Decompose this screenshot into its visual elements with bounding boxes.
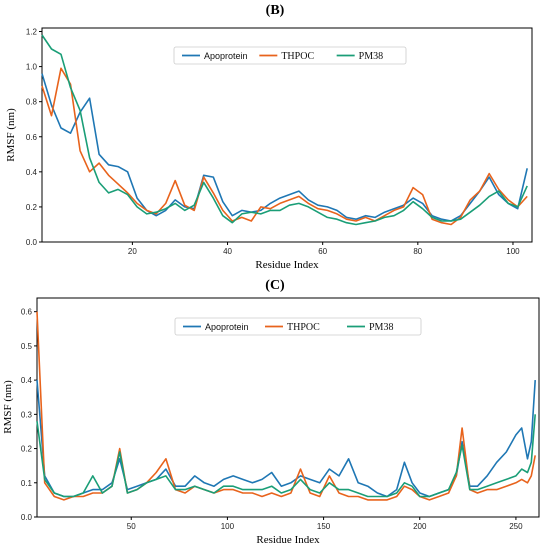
panel-c-legend: Apoprotein THPOC PM38 xyxy=(174,317,422,336)
y-tick-label: 0.2 xyxy=(21,445,33,454)
legend-label: PM38 xyxy=(369,322,393,333)
y-tick-label: 0.0 xyxy=(26,238,38,247)
series-line-pm38 xyxy=(41,34,528,226)
series-line-thpoc xyxy=(36,311,536,501)
panel-b-ticks: 20 40 60 80 100 0.0 0.2 0.4 0.6 0.8 1.0 1.2 xyxy=(26,28,520,256)
legend-box xyxy=(173,46,407,65)
x-tick-label: 60 xyxy=(318,247,327,256)
panel-b-label: (B) xyxy=(266,3,285,18)
x-tick-label: 150 xyxy=(317,522,331,531)
panel-c-label: (C) xyxy=(265,278,285,293)
y-tick-label: 0.8 xyxy=(26,98,38,107)
y-tick-label: 0.2 xyxy=(26,203,38,212)
series-line-apoprotein xyxy=(41,73,528,222)
x-tick-label: 80 xyxy=(413,247,422,256)
y-tick-label: 0.1 xyxy=(21,479,33,488)
panel-c-plot-frame xyxy=(36,297,540,518)
panel-b-legend: Apoprotein THPOC PM38 xyxy=(173,46,407,65)
x-tick-label: 100 xyxy=(506,247,520,256)
y-tick-label: 1.0 xyxy=(26,63,38,72)
y-tick-label: 0.6 xyxy=(21,308,33,317)
legend-label: THPOC xyxy=(287,322,320,333)
legend-label: Apoprotein xyxy=(205,322,249,332)
panel-c: (C) 50 100 150 200 2500.00.10.20.30.40.50.6 … xyxy=(2,278,540,546)
legend-label: THPOC xyxy=(281,51,314,62)
x-tick-label: 200 xyxy=(413,522,427,531)
legend-label: PM38 xyxy=(359,51,383,62)
x-tick-label: 20 xyxy=(128,247,137,256)
y-tick-label: 0.4 xyxy=(21,376,33,385)
panel-b-x-axis-label: Residue Index xyxy=(255,259,319,271)
x-tick-label: 100 xyxy=(221,522,235,531)
panel-b-plot-frame xyxy=(41,27,533,243)
y-tick-label: 1.2 xyxy=(26,28,38,37)
panel-c-x-axis-label: Residue Index xyxy=(256,534,320,546)
y-tick-label: 0.3 xyxy=(21,410,33,419)
panel-b-series xyxy=(41,34,528,226)
y-tick-label: 0.6 xyxy=(26,133,38,142)
legend-label: Apoprotein xyxy=(204,51,248,61)
panel-c-ticks: 50 100 150 200 250 0.0 0.1 0.2 0.3 0.4 0.5 0.6 xyxy=(21,308,523,531)
series-line-thpoc xyxy=(41,67,528,226)
panel-b: (B) 20 40 60 80 100 0.0 0.2 0.4 0.6 0.8 1.0 1.2 Apo… xyxy=(5,3,533,271)
panel-b-y-axis-label: RMSF (nm) xyxy=(5,108,17,162)
y-tick-label: 0.5 xyxy=(21,342,33,351)
series-line-pm38 xyxy=(36,414,536,498)
legend-box xyxy=(174,317,422,336)
x-tick-label: 40 xyxy=(223,247,232,256)
x-tick-label: 50 xyxy=(127,522,136,531)
y-tick-label: 0.0 xyxy=(21,513,33,522)
y-tick-label: 0.4 xyxy=(26,168,38,177)
panel-c-series xyxy=(36,311,536,501)
panel-c-y-axis-label: RMSF (nm) xyxy=(2,380,14,434)
x-tick-label: 250 xyxy=(509,522,523,531)
